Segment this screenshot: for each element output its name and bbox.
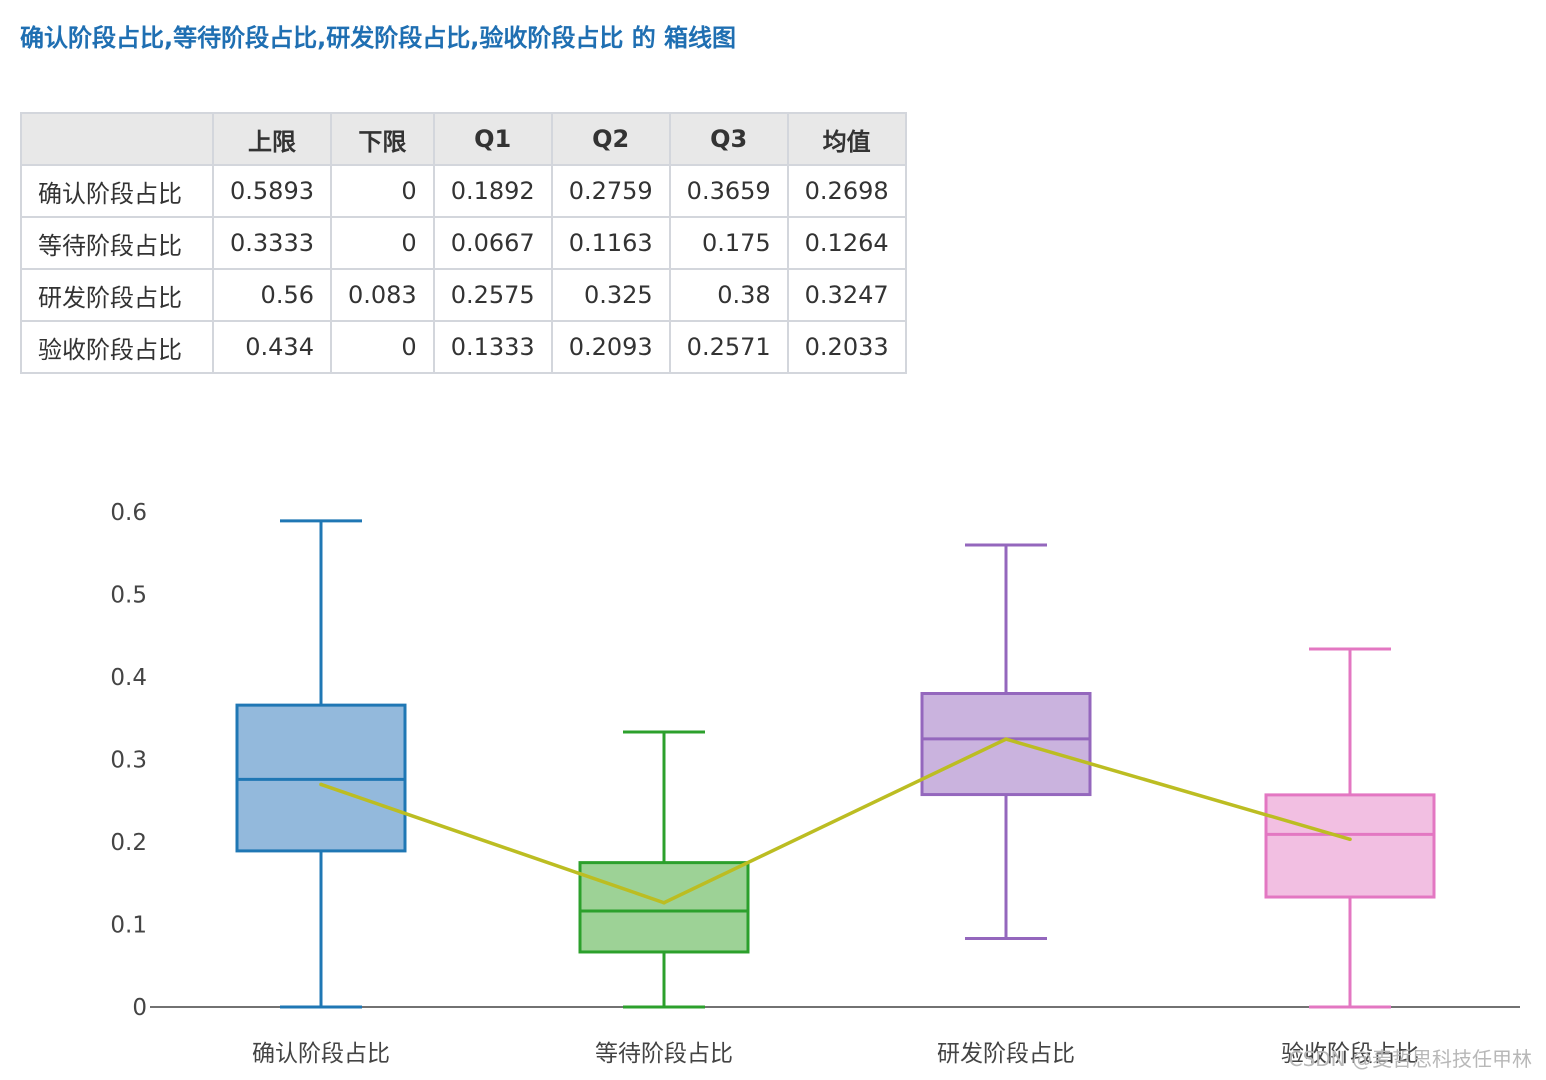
row-label: 等待阶段占比 [20, 216, 214, 270]
mean-point [319, 782, 323, 787]
header-cell-upper: 上限 [212, 112, 332, 166]
table-row: 确认阶段占比 0.5893 0 0.1892 0.2759 0.3659 0.2… [20, 164, 907, 218]
table-cell: 0 [329, 216, 435, 270]
table-cell: 0.1264 [786, 216, 907, 270]
table-cell: 0.38 [668, 268, 789, 322]
row-label: 验收阶段占比 [20, 320, 214, 374]
table-row: 研发阶段占比 0.56 0.083 0.2575 0.325 0.38 0.32… [20, 268, 907, 322]
table-cell: 0.2575 [432, 268, 553, 322]
header-cell-q1: Q1 [432, 112, 553, 166]
y-tick-label: 0 [132, 995, 147, 1021]
header-cell-q2: Q2 [550, 112, 671, 166]
header-cell-lower: 下限 [329, 112, 435, 166]
table-header-row: 上限 下限 Q1 Q2 Q3 均值 [20, 112, 907, 166]
table-cell: 0.2571 [668, 320, 789, 374]
table-cell: 0.1163 [550, 216, 671, 270]
y-tick-label: 0.3 [110, 748, 147, 774]
table-cell: 0.325 [550, 268, 671, 322]
row-label: 确认阶段占比 [20, 164, 214, 218]
table-cell: 0.56 [212, 268, 332, 322]
mean-line [320, 737, 1351, 905]
table-cell: 0.3247 [786, 268, 907, 322]
table-cell: 0.2698 [786, 164, 907, 218]
x-category-label: 确认阶段占比 [252, 1041, 390, 1067]
y-tick-label: 0.2 [110, 830, 147, 856]
y-tick-label: 0.6 [110, 500, 147, 526]
x-category-label: 验收阶段占比 [1281, 1041, 1419, 1067]
page-title: 确认阶段占比,等待阶段占比,研发阶段占比,验收阶段占比 的 箱线图 [20, 24, 737, 52]
table-cell: 0.0667 [432, 216, 553, 270]
y-tick-label: 0.1 [110, 913, 147, 939]
stats-table: 上限 下限 Q1 Q2 Q3 均值 确认阶段占比 0.5893 0 0.1892… [20, 112, 907, 374]
box-iqr [920, 692, 1092, 797]
table-cell: 0.3659 [668, 164, 789, 218]
table-cell: 0.1892 [432, 164, 553, 218]
x-category-label: 研发阶段占比 [937, 1041, 1075, 1067]
y-tick-label: 0.5 [110, 583, 147, 609]
table-cell: 0.2033 [786, 320, 907, 374]
table-cell: 0.2093 [550, 320, 671, 374]
header-cell [20, 112, 214, 166]
table-cell: 0 [329, 164, 435, 218]
table-cell: 0 [329, 320, 435, 374]
table-cell: 0.1333 [432, 320, 553, 374]
mean-point [662, 900, 666, 905]
table-row: 等待阶段占比 0.3333 0 0.0667 0.1163 0.175 0.12… [20, 216, 907, 270]
table-cell: 0.175 [668, 216, 789, 270]
x-category-label: 等待阶段占比 [595, 1041, 733, 1067]
mean-point [1348, 837, 1352, 842]
watermark: CSDN @麦哲思科技任甲林 [1288, 1047, 1532, 1071]
table-cell: 0.083 [329, 268, 435, 322]
header-cell-q3: Q3 [668, 112, 789, 166]
table-cell: 0.434 [212, 320, 332, 374]
table-cell: 0.5893 [212, 164, 332, 218]
y-tick-label: 0.4 [110, 665, 147, 691]
row-label: 研发阶段占比 [20, 268, 214, 322]
table-cell: 0.3333 [212, 216, 332, 270]
box-iqr [1264, 793, 1436, 899]
table-row: 验收阶段占比 0.434 0 0.1333 0.2093 0.2571 0.20… [20, 320, 907, 374]
table-cell: 0.2759 [550, 164, 671, 218]
mean-point [1004, 737, 1008, 741]
header-cell-mean: 均值 [786, 112, 907, 166]
